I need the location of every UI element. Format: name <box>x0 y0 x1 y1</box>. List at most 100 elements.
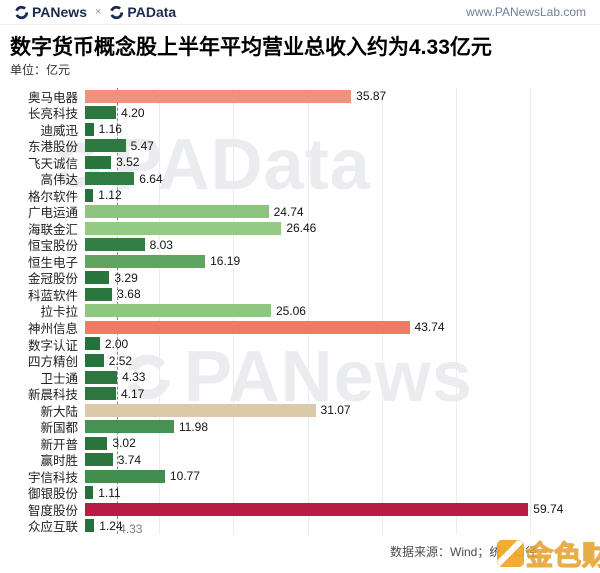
bar <box>85 354 104 367</box>
table-row: 东港股份 5.47 <box>0 138 600 155</box>
bar-cell: 2.00 <box>82 336 600 353</box>
category-label: 众应互联 <box>27 520 78 535</box>
bar-cell: 25.06 <box>82 303 600 320</box>
bar-cell: 6.64 <box>82 171 600 188</box>
bar-cell: 1.16 <box>82 121 600 138</box>
bar-value-label: 4.17 <box>120 386 145 401</box>
bar-value-label: 8.03 <box>149 237 173 252</box>
bar-cell: 4.17 <box>82 385 600 402</box>
brand-logos: PANews × PAData <box>14 4 176 20</box>
table-row: 众应互联 1.24 <box>0 517 600 535</box>
table-row: 奥马电器 35.87 <box>0 88 600 105</box>
bar <box>85 254 206 268</box>
bar-value-label: 5.47 <box>130 138 154 153</box>
bar-cell: 4.33 <box>82 369 600 386</box>
table-row: 赢时胜 3.74 <box>0 451 600 469</box>
bar-cell: 43.74 <box>82 319 600 336</box>
bar-value-label: 31.07 <box>320 403 351 418</box>
bar-cell: 3.74 <box>82 451 600 468</box>
bar-value-label: 4.33 <box>122 370 146 385</box>
padata-logo: PAData <box>109 4 176 20</box>
bar <box>85 469 165 483</box>
bar-value-label: 3.29 <box>114 270 138 285</box>
category-label: 智度股份 <box>27 503 78 518</box>
table-row: 宇信科技 10.77 <box>0 468 600 485</box>
gridline <box>456 88 457 534</box>
category-label: 宇信科技 <box>27 470 78 485</box>
bar <box>85 139 126 153</box>
category-label: 神州信息 <box>27 321 78 336</box>
category-label: 科蓝软件 <box>27 288 78 303</box>
category-label: 新国都 <box>40 421 78 436</box>
category-label: 恒生电子 <box>27 255 78 270</box>
jinse-logo-text: 金色财经 <box>525 540 600 571</box>
bar <box>85 238 145 252</box>
bar-value-label: 10.77 <box>169 469 200 484</box>
bar-value-label: 25.06 <box>275 303 306 318</box>
bar-cell: 3.68 <box>82 286 600 303</box>
bar-cell: 1.12 <box>82 187 600 204</box>
bar-value-label: 2.00 <box>104 336 129 351</box>
bar <box>85 106 117 120</box>
table-row: 恒生电子 16.19 <box>0 253 600 270</box>
category-label: 迪威迅 <box>40 123 78 138</box>
bar <box>85 89 352 103</box>
bar <box>85 519 95 533</box>
bar <box>85 155 112 169</box>
bar <box>85 122 94 136</box>
table-row: 科蓝软件 3.68 <box>0 286 600 303</box>
bar-cell: 1.24 <box>82 517 600 534</box>
jinse-logo-icon <box>497 540 524 567</box>
bar-value-label: 1.24 <box>99 518 123 533</box>
category-label: 金冠股份 <box>27 272 78 287</box>
category-label: 海联金汇 <box>27 222 78 237</box>
category-label: 御银股份 <box>27 487 78 502</box>
bar-value-label: 24.74 <box>273 204 304 219</box>
table-row: 格尔软件 1.12 <box>0 187 600 204</box>
category-label: 拉卡拉 <box>40 305 78 320</box>
panews-logo: PANews <box>14 4 87 20</box>
table-row: 新国都 11.98 <box>0 418 600 436</box>
category-label: 长亮科技 <box>27 107 78 122</box>
bar <box>85 320 410 334</box>
bar-value-label: 1.11 <box>98 485 121 500</box>
site-url: www.PANewsLab.com <box>466 5 586 19</box>
table-row: 长亮科技 4.20 <box>0 105 600 122</box>
table-row: 拉卡拉 25.06 <box>0 303 600 320</box>
category-label: 四方精创 <box>27 355 78 370</box>
gridline <box>530 88 532 534</box>
bar-value-label: 4.20 <box>121 105 145 120</box>
gridline <box>381 88 383 534</box>
table-row: 数字认证 2.00 <box>0 336 600 353</box>
bar <box>85 172 135 186</box>
gridline <box>307 88 309 534</box>
bar-cell: 35.87 <box>82 88 600 105</box>
watermark-jinse: 金色财经 <box>497 534 600 573</box>
bar-value-label: 3.52 <box>116 155 140 170</box>
bar-cell: 26.46 <box>82 220 600 237</box>
category-label: 广电运通 <box>27 206 78 221</box>
bar-cell: 8.03 <box>82 237 600 254</box>
bar-value-label: 3.74 <box>117 452 142 467</box>
bar <box>85 271 110 285</box>
bar-cell: 1.11 <box>82 484 600 501</box>
brand-separator: × <box>94 6 102 18</box>
bar <box>85 387 116 401</box>
table-row: 新开普 3.02 <box>0 435 600 452</box>
bar <box>85 436 108 450</box>
table-row: 恒宝股份 8.03 <box>0 237 600 254</box>
table-row: 广电运通 24.74 <box>0 204 600 221</box>
padata-logo-text: PAData <box>127 4 177 20</box>
category-label: 赢时胜 <box>40 454 78 469</box>
category-label: 卫士通 <box>40 371 78 386</box>
bar <box>85 453 113 467</box>
bar-value-label: 1.12 <box>98 188 122 203</box>
category-label: 飞天诚信 <box>27 156 78 171</box>
bar-value-label: 59.74 <box>533 502 564 517</box>
table-row: 金冠股份 3.29 <box>0 270 600 287</box>
bar-value-label: 1.16 <box>98 122 122 137</box>
panews-logo-text: PANews <box>32 4 87 20</box>
bar-cell: 3.02 <box>82 435 600 452</box>
bar <box>85 221 282 235</box>
header: PANews × PAData www.PANewsLab.com <box>0 0 600 25</box>
